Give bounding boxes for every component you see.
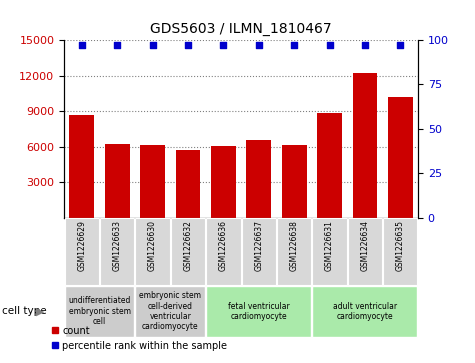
Bar [282,146,306,218]
Text: undifferentiated
embryonic stem
cell: undifferentiated embryonic stem cell [68,296,131,326]
Text: GSM1226633: GSM1226633 [113,220,122,271]
Bar [135,218,170,285]
Bar [352,73,377,218]
Bar [65,286,134,337]
Point [290,42,298,48]
Text: GSM1226636: GSM1226636 [219,220,228,271]
Bar [171,218,205,285]
Title: GDS5603 / ILMN_1810467: GDS5603 / ILMN_1810467 [150,22,332,36]
Text: embryonic stem
cell-derived
ventricular
cardiomyocyte: embryonic stem cell-derived ventricular … [139,291,201,331]
Text: GSM1226637: GSM1226637 [254,220,263,271]
Text: GSM1226632: GSM1226632 [183,220,192,271]
Bar [277,218,311,285]
Bar [206,218,240,285]
Bar [388,97,413,218]
Bar [348,218,382,285]
Bar [140,145,165,218]
Bar [176,150,200,218]
Text: GSM1226638: GSM1226638 [290,220,299,271]
Point [397,42,404,48]
Point [149,42,156,48]
Text: ▶: ▶ [36,306,45,316]
Point [78,42,86,48]
Bar [105,144,130,218]
Bar [242,218,276,285]
Bar [247,139,271,218]
Text: GSM1226629: GSM1226629 [77,220,86,271]
Bar [69,115,94,218]
Point [219,42,227,48]
Text: GSM1226631: GSM1226631 [325,220,334,271]
Bar [313,218,347,285]
Point [361,42,369,48]
Bar [383,218,418,285]
Point [326,42,333,48]
Bar [313,286,418,337]
Point [114,42,121,48]
Text: fetal ventricular
cardiomyocyte: fetal ventricular cardiomyocyte [228,302,290,321]
Bar [135,286,205,337]
Bar [65,218,99,285]
Bar [206,286,311,337]
Text: adult ventricular
cardiomyocyte: adult ventricular cardiomyocyte [333,302,397,321]
Bar [100,218,134,285]
Text: cell type: cell type [2,306,47,316]
Bar [211,146,236,218]
Text: GSM1226635: GSM1226635 [396,220,405,271]
Text: GSM1226634: GSM1226634 [361,220,370,271]
Text: GSM1226630: GSM1226630 [148,220,157,271]
Point [255,42,263,48]
Bar [317,114,342,218]
Legend: count, percentile rank within the sample: count, percentile rank within the sample [48,322,231,355]
Point [184,42,192,48]
